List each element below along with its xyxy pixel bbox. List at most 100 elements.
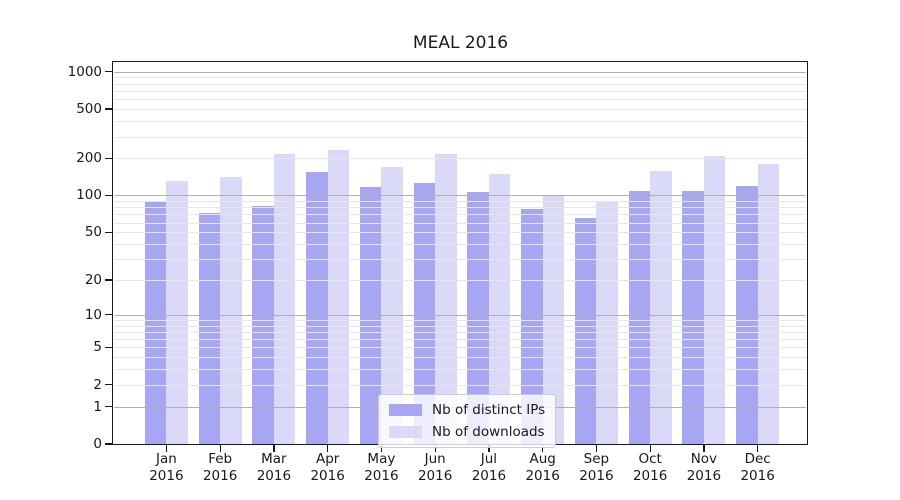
gridline-minor-4 bbox=[114, 357, 806, 359]
x-tick-aug bbox=[542, 445, 544, 452]
bar-downloads-apr bbox=[327, 149, 350, 444]
legend-swatch-downloads bbox=[389, 426, 422, 438]
gridline-minor-60 bbox=[114, 222, 806, 224]
legend-label-downloads: Nb of downloads bbox=[432, 424, 545, 440]
x-tick-month: Feb bbox=[208, 451, 233, 467]
x-tick-month: Jul bbox=[480, 451, 498, 467]
y-tick-label-100: 100 bbox=[76, 187, 102, 204]
x-tick-label-jun: Jun 2016 bbox=[403, 451, 467, 485]
y-tick-label-0: 0 bbox=[93, 436, 102, 452]
gridline-minor-400 bbox=[114, 121, 806, 123]
gridline-minor-800 bbox=[114, 83, 806, 85]
x-tick-year: 2016 bbox=[149, 468, 184, 484]
x-tick-year: 2016 bbox=[525, 468, 560, 484]
bar-downloads-may bbox=[381, 167, 403, 444]
x-tick-label-aug: Aug 2016 bbox=[511, 451, 575, 485]
chart-title: MEAL 2016 bbox=[412, 33, 509, 53]
x-tick-label-apr: Apr 2016 bbox=[296, 451, 360, 485]
x-tick-dec bbox=[757, 445, 759, 452]
y-tick-1000 bbox=[105, 71, 112, 73]
legend-label-distinct-ips: Nb of distinct IPs bbox=[432, 402, 546, 418]
y-tick-label-1: 1 bbox=[93, 398, 102, 415]
x-tick-month: Oct bbox=[638, 451, 662, 467]
y-tick-100 bbox=[105, 194, 112, 197]
x-tick-apr bbox=[327, 445, 329, 452]
x-tick-month: Jan bbox=[155, 451, 177, 467]
x-tick-label-oct: Oct 2016 bbox=[618, 451, 682, 485]
y-tick-20 bbox=[105, 279, 112, 281]
x-tick-month: Dec bbox=[744, 451, 771, 467]
bar-downloads-sep bbox=[596, 201, 618, 444]
y-tick-label-200: 200 bbox=[76, 150, 102, 167]
x-tick-jul bbox=[488, 445, 490, 452]
y-tick-label-20: 20 bbox=[84, 271, 102, 288]
x-tick-year: 2016 bbox=[202, 468, 238, 484]
x-tick-month: Nov bbox=[690, 451, 718, 467]
y-tick-200 bbox=[105, 157, 112, 159]
gridline-minor-90 bbox=[114, 200, 806, 202]
y-tick-50 bbox=[105, 231, 112, 233]
legend-item-distinct-ips: Nb of distinct IPs bbox=[389, 402, 545, 418]
gridline-minor-30 bbox=[114, 259, 806, 260]
bar-distinct-ips-mar bbox=[252, 205, 274, 444]
x-tick-sep bbox=[595, 445, 598, 452]
x-tick-year: 2016 bbox=[686, 468, 722, 484]
x-tick-mar bbox=[273, 445, 275, 452]
bar-downloads-jun bbox=[435, 153, 457, 444]
y-tick-1 bbox=[105, 406, 112, 408]
x-tick-year: 2016 bbox=[471, 468, 507, 484]
x-tick-year: 2016 bbox=[579, 468, 614, 484]
x-tick-label-jul: Jul 2016 bbox=[457, 451, 521, 485]
y-tick-500 bbox=[105, 108, 112, 110]
y-tick-5 bbox=[105, 346, 112, 349]
x-tick-year: 2016 bbox=[740, 468, 775, 484]
y-tick-label-5: 5 bbox=[93, 339, 102, 356]
gridline-minor-6 bbox=[114, 339, 806, 341]
y-tick-10 bbox=[105, 314, 112, 316]
x-tick-jan bbox=[165, 445, 168, 452]
x-tick-year: 2016 bbox=[364, 468, 399, 484]
bar-distinct-ips-jun bbox=[413, 183, 436, 444]
x-tick-month: Aug bbox=[529, 451, 556, 467]
bar-downloads-oct bbox=[650, 171, 672, 444]
gridline-minor-900 bbox=[114, 77, 806, 79]
gridline-minor-50 bbox=[114, 232, 806, 234]
x-tick-month: Mar bbox=[261, 451, 287, 467]
gridline-minor-9 bbox=[114, 319, 806, 321]
gridline-minor-8 bbox=[114, 325, 806, 327]
bar-distinct-ips-sep bbox=[574, 218, 597, 444]
gridline-major-1000 bbox=[114, 71, 806, 73]
gridline-minor-80 bbox=[114, 207, 806, 209]
bar-downloads-jan bbox=[166, 180, 188, 444]
gridline-major-100 bbox=[114, 195, 806, 197]
x-tick-may bbox=[380, 445, 383, 452]
x-tick-month: May bbox=[367, 451, 396, 467]
x-tick-year: 2016 bbox=[417, 468, 453, 484]
gridline-minor-600 bbox=[114, 99, 806, 101]
x-tick-month: Sep bbox=[583, 451, 610, 467]
gridline-minor-200 bbox=[114, 158, 806, 160]
bar-downloads-dec bbox=[757, 163, 780, 444]
legend-item-downloads: Nb of downloads bbox=[389, 424, 545, 440]
bar-downloads-feb bbox=[220, 176, 242, 444]
x-tick-label-jan: Jan 2016 bbox=[134, 451, 198, 485]
legend: Nb of distinct IPs Nb of downloads bbox=[378, 394, 557, 448]
gridline-minor-20 bbox=[114, 279, 806, 281]
x-tick-jun bbox=[434, 445, 436, 452]
x-tick-label-may: May 2016 bbox=[349, 451, 413, 485]
gridline-minor-2 bbox=[114, 384, 806, 386]
bar-downloads-mar bbox=[273, 154, 296, 444]
gridline-minor-5 bbox=[114, 347, 806, 349]
x-tick-label-feb: Feb 2016 bbox=[188, 451, 252, 485]
gridline-minor-7 bbox=[114, 331, 806, 333]
gridline-minor-40 bbox=[114, 243, 806, 245]
x-tick-label-sep: Sep 2016 bbox=[564, 451, 628, 485]
gridline-minor-70 bbox=[114, 214, 806, 216]
bar-distinct-ips-jan bbox=[144, 201, 167, 444]
bar-distinct-ips-feb bbox=[198, 212, 221, 444]
y-tick-label-1000: 1000 bbox=[67, 63, 102, 80]
x-tick-month: Apr bbox=[315, 451, 340, 467]
bar-distinct-ips-oct bbox=[628, 190, 651, 444]
bar-downloads-nov bbox=[703, 155, 726, 444]
